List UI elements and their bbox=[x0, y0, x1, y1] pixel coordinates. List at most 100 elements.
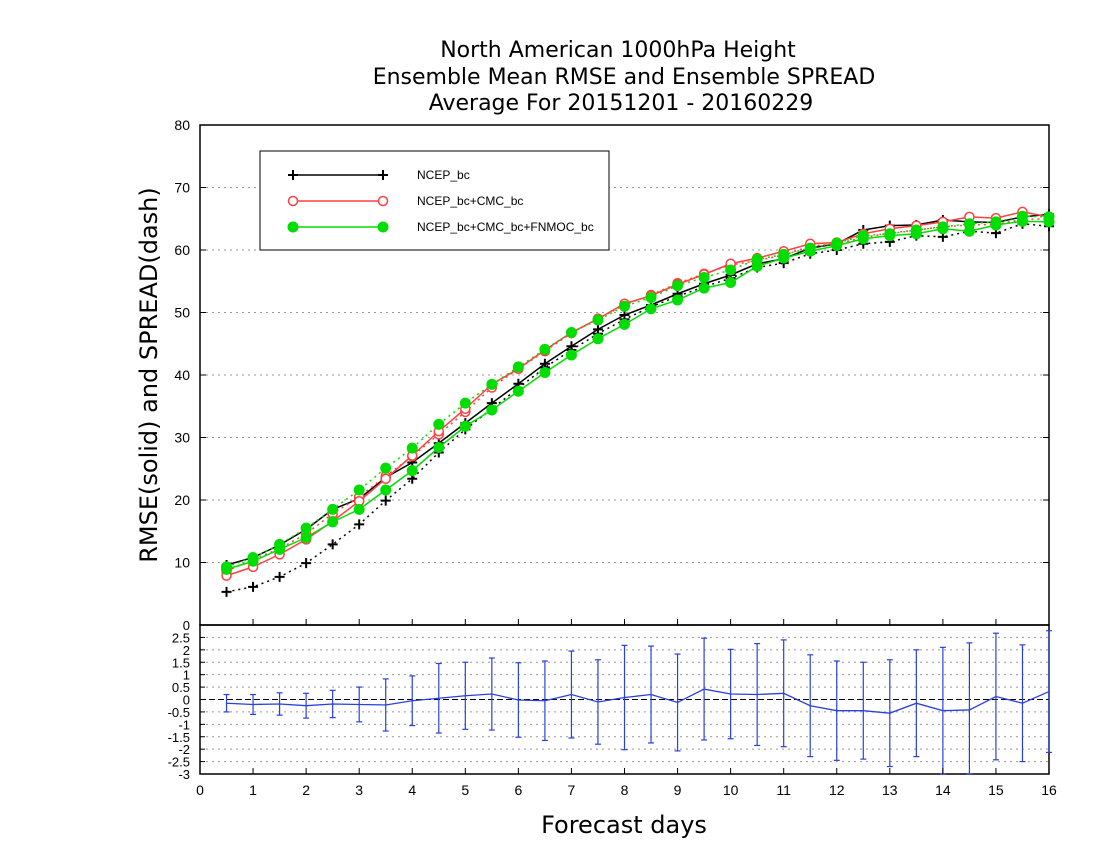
y-tick-label: -1.5 bbox=[168, 730, 190, 745]
rmse-point-ncep-bc-cmc-bc-fnmoc-bc bbox=[778, 252, 790, 264]
y-tick-label: 40 bbox=[174, 367, 190, 383]
rmse-point-ncep-bc-cmc-bc-fnmoc-bc bbox=[1016, 215, 1028, 227]
y-tick-label: 30 bbox=[174, 430, 190, 446]
y-tick-label-top: 0 bbox=[183, 618, 190, 633]
y-tick-label: -1 bbox=[178, 717, 190, 732]
spread-point-ncep-bc-cmc-bc-fnmoc-bc bbox=[565, 327, 577, 338]
rmse-line-ncep-bc-cmc-bc bbox=[226, 211, 1050, 577]
y-tick-label: -2.5 bbox=[168, 755, 190, 770]
rmse-point-ncep-bc-cmc-bc-fnmoc-bc bbox=[645, 303, 657, 315]
rmse-point-ncep-bc-cmc-bc-fnmoc-bc bbox=[221, 563, 233, 575]
spread-point-ncep-bc bbox=[248, 581, 259, 592]
rmse-point-ncep-bc-cmc-bc-fnmoc-bc bbox=[274, 543, 286, 555]
spread-point-ncep-bc-cmc-bc-fnmoc-bc bbox=[380, 462, 392, 474]
rmse-point-ncep-bc-cmc-bc-fnmoc-bc bbox=[937, 223, 949, 235]
y-tick-label: 60 bbox=[174, 242, 190, 258]
legend-marker bbox=[287, 195, 299, 207]
spread-point-ncep-bc bbox=[354, 519, 365, 530]
y-tick-label: 0 bbox=[183, 693, 190, 708]
y-tick-label: 10 bbox=[174, 555, 190, 571]
rmse-point-ncep-bc-cmc-bc-fnmoc-bc bbox=[1043, 216, 1055, 228]
rmse-point-ncep-bc-cmc-bc-fnmoc-bc bbox=[539, 367, 551, 378]
spread-line-ncep-bc-cmc-bc bbox=[226, 218, 1050, 572]
rmse-point-ncep-bc-cmc-bc bbox=[380, 473, 391, 484]
spread-point-ncep-bc bbox=[380, 495, 391, 506]
bottom-y-ticks: 02.521.510.50-0.5-1-1.5-2-2.5-3 bbox=[168, 618, 205, 782]
rmse-line-ncep-bc-cmc-bc-fnmoc-bc bbox=[226, 220, 1050, 571]
rmse-point-ncep-bc-cmc-bc-fnmoc-bc bbox=[619, 318, 630, 330]
spread-point-ncep-bc bbox=[301, 558, 312, 569]
spread-point-ncep-bc bbox=[327, 539, 338, 550]
rmse-line-ncep-bc bbox=[226, 213, 1050, 566]
spread-point-ncep-bc-cmc-bc-fnmoc-bc bbox=[327, 503, 339, 515]
spread-point-ncep-bc-cmc-bc-fnmoc-bc bbox=[459, 397, 471, 409]
legend-item: NCEP_bc bbox=[288, 168, 470, 182]
spread-point-ncep-bc-cmc-bc-fnmoc-bc bbox=[672, 280, 684, 292]
rmse-point-ncep-bc-cmc-bc-fnmoc-bc bbox=[963, 225, 975, 237]
y-axis-label: RMSE(solid) and SPREAD(dash) bbox=[135, 187, 163, 563]
x-tick-label: 9 bbox=[674, 782, 682, 798]
rmse-point-ncep-bc-cmc-bc-fnmoc-bc bbox=[698, 282, 710, 294]
x-tick-label: 11 bbox=[776, 782, 791, 798]
legend: NCEP_bc NCEP_bc+CMC_bc NCEP_bc+CMC_bc+FNMO… bbox=[259, 150, 610, 251]
legend-label: NCEP_bc+CMC_bc bbox=[417, 194, 523, 208]
y-tick-label: 50 bbox=[174, 305, 190, 321]
spread-point-ncep-bc bbox=[221, 586, 232, 597]
rmse-point-ncep-bc-cmc-bc-fnmoc-bc bbox=[910, 228, 922, 240]
spread-point-ncep-bc-cmc-bc-fnmoc-bc bbox=[300, 522, 312, 534]
legend-item: NCEP_bc+CMC_bc bbox=[287, 194, 523, 208]
spread-point-ncep-bc-cmc-bc-fnmoc-bc bbox=[486, 378, 498, 390]
y-tick-label: 70 bbox=[174, 180, 190, 196]
rmse-point-ncep-bc-cmc-bc-fnmoc-bc bbox=[565, 349, 577, 361]
x-ticks: 0 1 2 3 4 5 6 7 8 9 10 11 12 13 14 15 16 bbox=[196, 619, 1057, 798]
x-tick-label: 5 bbox=[461, 782, 469, 798]
rmse-point-ncep-bc-cmc-bc-fnmoc-bc bbox=[857, 233, 869, 245]
x-tick-label: 13 bbox=[882, 782, 898, 798]
rmse-point-ncep-bc-cmc-bc-fnmoc-bc bbox=[725, 277, 737, 288]
chart-title-line1: North American 1000hPa Height bbox=[440, 38, 796, 63]
legend-marker bbox=[288, 170, 298, 180]
x-tick-label: 10 bbox=[723, 782, 739, 798]
y-tick-label: 1 bbox=[183, 668, 190, 683]
legend-item: NCEP_bc+CMC_bc+FNMOC_bc bbox=[287, 220, 594, 234]
y-tick-label: -3 bbox=[178, 767, 190, 782]
chart-title-line3: Average For 20151201 - 20160229 bbox=[429, 91, 814, 116]
rmse-point-ncep-bc-cmc-bc-fnmoc-bc bbox=[300, 532, 312, 543]
x-axis-label: Forecast days bbox=[541, 811, 707, 839]
spread-point-ncep-bc-cmc-bc-fnmoc-bc bbox=[433, 418, 445, 430]
rmse-point-ncep-bc-cmc-bc-fnmoc-bc bbox=[486, 404, 498, 416]
x-tick-label: 6 bbox=[514, 782, 522, 798]
x-tick-label: 3 bbox=[355, 782, 363, 798]
difference-line bbox=[226, 688, 1050, 714]
x-tick-label: 16 bbox=[1041, 782, 1057, 798]
rmse-point-ncep-bc-cmc-bc-fnmoc-bc bbox=[884, 230, 896, 242]
y-tick-label: 1.5 bbox=[172, 655, 190, 670]
rmse-point-ncep-bc-cmc-bc-fnmoc-bc bbox=[247, 555, 259, 567]
legend-marker bbox=[287, 221, 299, 233]
rmse-point-ncep-bc-cmc-bc-fnmoc-bc bbox=[353, 503, 365, 515]
rmse-point-ncep-bc-cmc-bc-fnmoc-bc bbox=[406, 465, 418, 477]
x-tick-label: 15 bbox=[988, 782, 1004, 798]
spread-point-ncep-bc-cmc-bc-fnmoc-bc bbox=[353, 484, 365, 496]
x-tick-label: 4 bbox=[408, 782, 416, 798]
rmse-point-ncep-bc-cmc-bc-fnmoc-bc bbox=[751, 260, 763, 272]
top-y-ticks: 10 20 30 40 50 60 70 80 bbox=[174, 117, 1049, 571]
spread-point-ncep-bc-cmc-bc-fnmoc-bc bbox=[512, 361, 524, 373]
legend-label: NCEP_bc bbox=[417, 168, 470, 182]
spread-point-ncep-bc-cmc-bc-fnmoc-bc bbox=[645, 292, 657, 303]
x-tick-label: 12 bbox=[829, 782, 845, 798]
bottom-plot-series bbox=[223, 630, 1052, 775]
chart-title-line2: Ensemble Mean RMSE and Ensemble SPREAD bbox=[373, 65, 876, 90]
rmse-point-ncep-bc-cmc-bc-fnmoc-bc bbox=[990, 219, 1002, 231]
rmse-point-ncep-bc-cmc-bc-fnmoc-bc bbox=[804, 245, 816, 257]
spread-point-ncep-bc-cmc-bc-fnmoc-bc bbox=[592, 314, 604, 326]
error-bar bbox=[966, 642, 973, 775]
spread-line-ncep-bc bbox=[226, 222, 1050, 593]
spread-line-ncep-bc-cmc-bc-fnmoc-bc bbox=[226, 215, 1050, 568]
rmse-point-ncep-bc-cmc-bc-fnmoc-bc bbox=[433, 442, 445, 453]
y-tick-label: -0.5 bbox=[168, 705, 190, 720]
legend-label: NCEP_bc+CMC_bc+FNMOC_bc bbox=[417, 220, 594, 234]
spread-point-ncep-bc bbox=[274, 571, 285, 582]
rmse-point-ncep-bc-cmc-bc-fnmoc-bc bbox=[512, 385, 524, 397]
